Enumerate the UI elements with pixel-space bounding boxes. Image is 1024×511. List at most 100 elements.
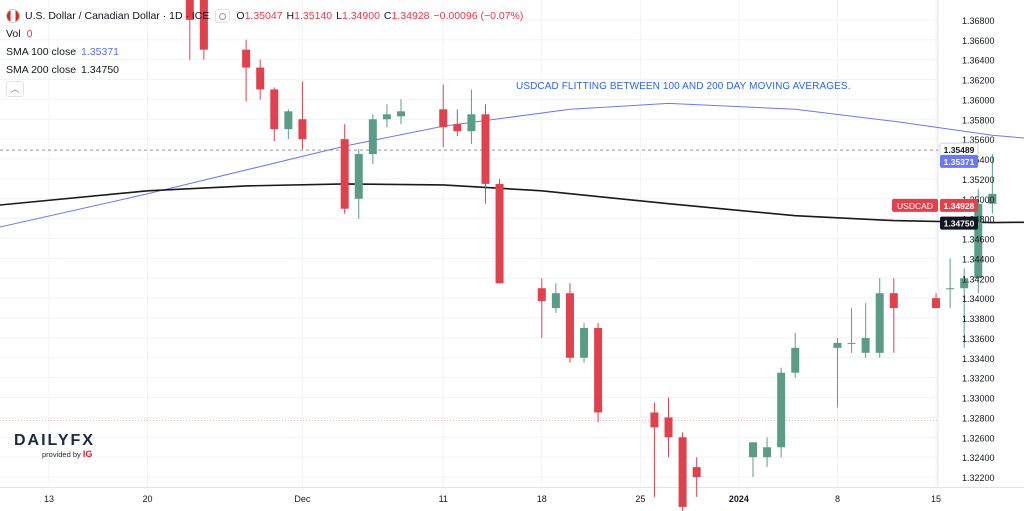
legend-volume-row[interactable]: Vol 0	[6, 25, 527, 43]
crosshair-price-tag-label: 1.35489	[944, 145, 975, 155]
candle[interactable]	[678, 432, 687, 511]
symbol-name[interactable]: U.S. Dollar / Canadian Dollar · 1D · ICE	[25, 10, 210, 22]
price-tick-label: 1.33400	[962, 354, 995, 364]
low-label: L	[336, 10, 342, 22]
price-tick-label: 1.36600	[962, 36, 995, 46]
candle[interactable]	[777, 367, 786, 458]
candle-body-down	[256, 67, 265, 90]
candle[interactable]	[580, 323, 589, 363]
candle-body-up	[397, 111, 405, 117]
dailyfx-logo: DAILYFX provided by IG	[14, 432, 95, 459]
candle-body-up	[467, 114, 476, 132]
time-tick-label: 18	[537, 494, 547, 504]
candle[interactable]	[368, 114, 377, 164]
sma200-value: 1.34750	[81, 64, 120, 76]
candle[interactable]	[382, 104, 391, 128]
candle[interactable]	[354, 149, 363, 219]
time-tick-label: 11	[439, 494, 448, 504]
candle-body-up	[988, 193, 997, 204]
candle[interactable]	[974, 188, 983, 294]
high-value: 1.35140	[294, 10, 333, 22]
time-tick-label: 8	[835, 494, 840, 504]
candle[interactable]	[932, 293, 941, 309]
candle[interactable]	[481, 104, 490, 204]
candle[interactable]	[199, 0, 208, 60]
usdcad-price-tag-symbol-box	[892, 198, 938, 212]
price-tick-label: 1.34000	[962, 294, 995, 304]
candle[interactable]	[467, 89, 476, 145]
candle-body-down	[481, 114, 490, 184]
price-tick-label: 1.35200	[962, 175, 995, 185]
candle[interactable]	[256, 59, 265, 100]
sma200-price-tag-box	[940, 216, 978, 230]
open-label: O	[236, 10, 245, 22]
candle[interactable]	[397, 99, 405, 125]
candle[interactable]	[495, 178, 504, 284]
candle[interactable]	[988, 154, 997, 214]
time-tick-label: 25	[635, 494, 645, 504]
candle-body-up	[974, 203, 983, 279]
candle[interactable]	[284, 109, 293, 140]
collapse-legend-button[interactable]: ︿	[6, 81, 24, 97]
candle[interactable]	[565, 283, 574, 363]
high-label: H	[286, 10, 295, 22]
candle[interactable]	[749, 442, 757, 478]
candle-body-down	[270, 89, 279, 130]
candle-body-up	[833, 342, 842, 348]
price-tick-label: 1.32400	[962, 453, 995, 463]
candle[interactable]	[270, 87, 279, 142]
canada-flag-icon	[6, 9, 20, 23]
candle[interactable]	[551, 283, 560, 314]
provided-by-label: provided by IG	[42, 449, 95, 459]
candle[interactable]	[185, 0, 194, 60]
eye-icon[interactable]	[215, 9, 231, 23]
candle[interactable]	[340, 124, 349, 214]
candle[interactable]	[875, 278, 884, 358]
candle[interactable]	[960, 268, 969, 348]
sma100-line	[0, 102, 1024, 228]
price-tick-label: 1.35600	[962, 135, 995, 145]
provided-by-text: provided by	[42, 450, 81, 459]
chart-legend: U.S. Dollar / Canadian Dollar · 1D · ICE…	[6, 7, 527, 97]
candle[interactable]	[791, 332, 800, 378]
candle[interactable]	[650, 402, 659, 497]
candle-body-down	[932, 298, 941, 309]
close-value: 1.34928	[391, 10, 430, 22]
candle-body-up	[875, 293, 884, 353]
sma100-label: SMA 100 close	[6, 46, 77, 58]
candle-body-up	[368, 119, 377, 155]
candle-body-down	[439, 109, 448, 128]
legend-symbol-row: U.S. Dollar / Canadian Dollar · 1D · ICE…	[6, 7, 527, 25]
legend-sma100-row[interactable]: SMA 100 close 1.35371	[6, 43, 527, 61]
usdcad-price-tag-box	[940, 198, 978, 212]
candle[interactable]	[453, 109, 462, 137]
legend-sma200-row[interactable]: SMA 200 close 1.34750	[6, 61, 527, 79]
close-label: C	[383, 10, 392, 22]
candle[interactable]	[833, 337, 842, 408]
candle[interactable]	[594, 323, 603, 423]
chart-annotation[interactable]: USDCAD FLITTING BETWEEN 100 AND 200 DAY …	[516, 81, 851, 92]
price-tick-label: 1.36200	[962, 76, 995, 86]
candle[interactable]	[763, 437, 772, 468]
candle-body-down	[650, 412, 659, 428]
ig-logo: IG	[82, 449, 93, 459]
candle[interactable]	[692, 457, 701, 497]
candle-body-down	[199, 0, 208, 50]
candle-body-up	[946, 288, 955, 290]
chevron-up-icon: ︿	[10, 84, 20, 94]
candle[interactable]	[439, 84, 448, 148]
candle[interactable]	[242, 39, 251, 102]
price-tick-label: 1.34600	[962, 235, 995, 245]
candle[interactable]	[847, 308, 856, 353]
candle[interactable]	[537, 278, 546, 338]
candle[interactable]	[298, 81, 307, 150]
candle[interactable]	[946, 258, 955, 309]
time-tick-label: 20	[143, 494, 153, 504]
candle[interactable]	[861, 303, 870, 358]
candle[interactable]	[889, 278, 898, 353]
candle[interactable]	[664, 397, 673, 458]
candle-body-up	[847, 342, 856, 344]
